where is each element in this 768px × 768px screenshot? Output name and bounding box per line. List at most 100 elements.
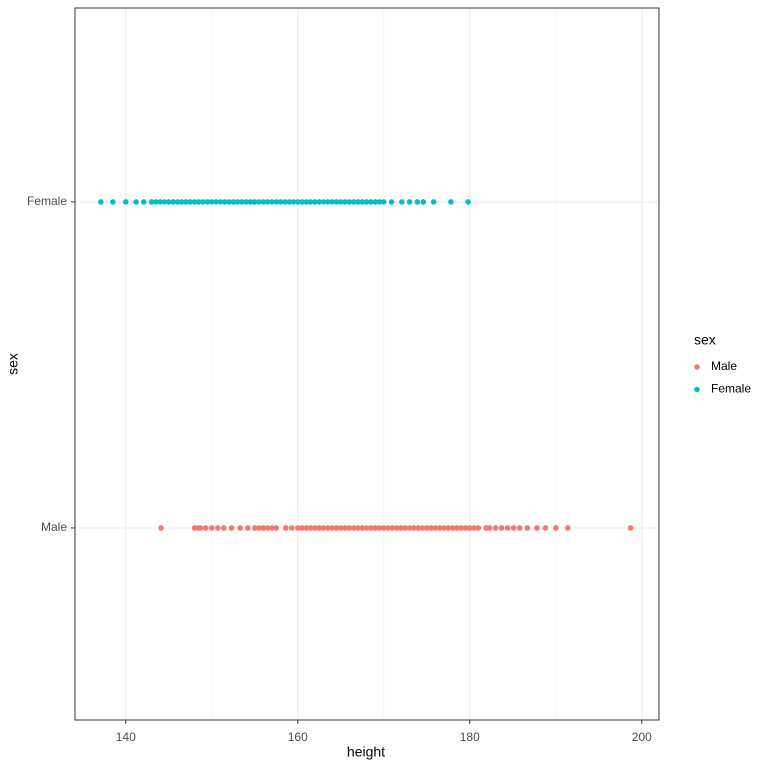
point	[213, 199, 219, 205]
point	[350, 525, 357, 531]
point	[423, 525, 430, 531]
point	[230, 199, 237, 205]
point	[122, 199, 129, 205]
point	[565, 525, 571, 531]
point	[449, 525, 456, 531]
point	[303, 525, 310, 531]
point	[441, 525, 447, 531]
legend-key	[694, 364, 700, 370]
point	[329, 525, 335, 531]
point	[110, 199, 116, 205]
point	[204, 199, 211, 205]
point	[359, 199, 366, 205]
point	[406, 525, 413, 531]
panel-border	[74, 7, 660, 721]
point	[245, 525, 251, 531]
point	[200, 199, 206, 205]
point	[436, 525, 443, 531]
point	[462, 525, 469, 531]
legend-label: Male	[711, 359, 737, 373]
point	[260, 199, 267, 205]
point	[320, 525, 327, 531]
point	[465, 199, 471, 205]
point	[363, 525, 370, 531]
point	[355, 525, 361, 531]
point	[329, 199, 335, 205]
point	[471, 525, 477, 531]
point	[368, 199, 374, 205]
point	[342, 525, 348, 531]
point	[282, 199, 288, 205]
point	[337, 525, 344, 531]
point	[492, 525, 499, 531]
point	[228, 525, 235, 531]
legend: Male Female	[694, 359, 751, 396]
point	[316, 199, 323, 205]
point	[251, 525, 258, 531]
legend-title: sex	[694, 332, 716, 348]
point	[333, 525, 340, 531]
point	[414, 199, 421, 205]
point	[141, 199, 147, 205]
point	[312, 525, 318, 531]
point	[380, 525, 387, 531]
point	[158, 525, 164, 531]
point	[294, 525, 301, 531]
point	[355, 199, 361, 205]
point	[534, 525, 540, 531]
x-tick-label: 160	[288, 730, 308, 744]
point	[510, 525, 517, 531]
point	[368, 525, 374, 531]
point	[376, 525, 383, 531]
point	[221, 199, 228, 205]
point	[187, 199, 194, 205]
point	[342, 199, 348, 205]
point	[237, 525, 243, 531]
point	[627, 525, 634, 531]
x-tick-label: 200	[632, 730, 652, 744]
x-tick-label: 140	[116, 730, 136, 744]
point	[385, 525, 391, 531]
point	[388, 199, 395, 205]
point	[402, 525, 409, 531]
point	[214, 525, 221, 531]
point	[432, 525, 439, 531]
y-tick-label: Female	[27, 194, 67, 208]
point	[346, 525, 353, 531]
point	[542, 525, 549, 531]
point	[264, 199, 271, 205]
point	[239, 199, 245, 205]
point	[217, 199, 224, 205]
point	[316, 525, 323, 531]
legend-key	[694, 386, 700, 393]
point	[486, 525, 493, 531]
point	[208, 199, 215, 205]
point	[197, 525, 204, 531]
points	[98, 199, 634, 531]
point	[307, 199, 314, 205]
point	[202, 525, 209, 531]
point	[406, 199, 413, 205]
point	[148, 199, 155, 205]
point	[399, 199, 405, 205]
point	[504, 525, 511, 531]
point	[325, 525, 331, 531]
point	[428, 525, 434, 531]
point	[372, 525, 378, 531]
point	[133, 199, 139, 205]
point	[346, 199, 353, 205]
point	[516, 525, 523, 531]
point	[415, 525, 421, 531]
point	[359, 525, 366, 531]
point	[380, 199, 387, 205]
point	[208, 525, 215, 531]
point	[454, 525, 460, 531]
point	[393, 525, 400, 531]
point	[411, 525, 417, 531]
point	[243, 199, 249, 205]
y-tick-label: Male	[41, 520, 67, 534]
point	[475, 525, 482, 531]
legend-label: Female	[711, 382, 751, 396]
point	[372, 199, 378, 205]
point	[288, 525, 295, 531]
